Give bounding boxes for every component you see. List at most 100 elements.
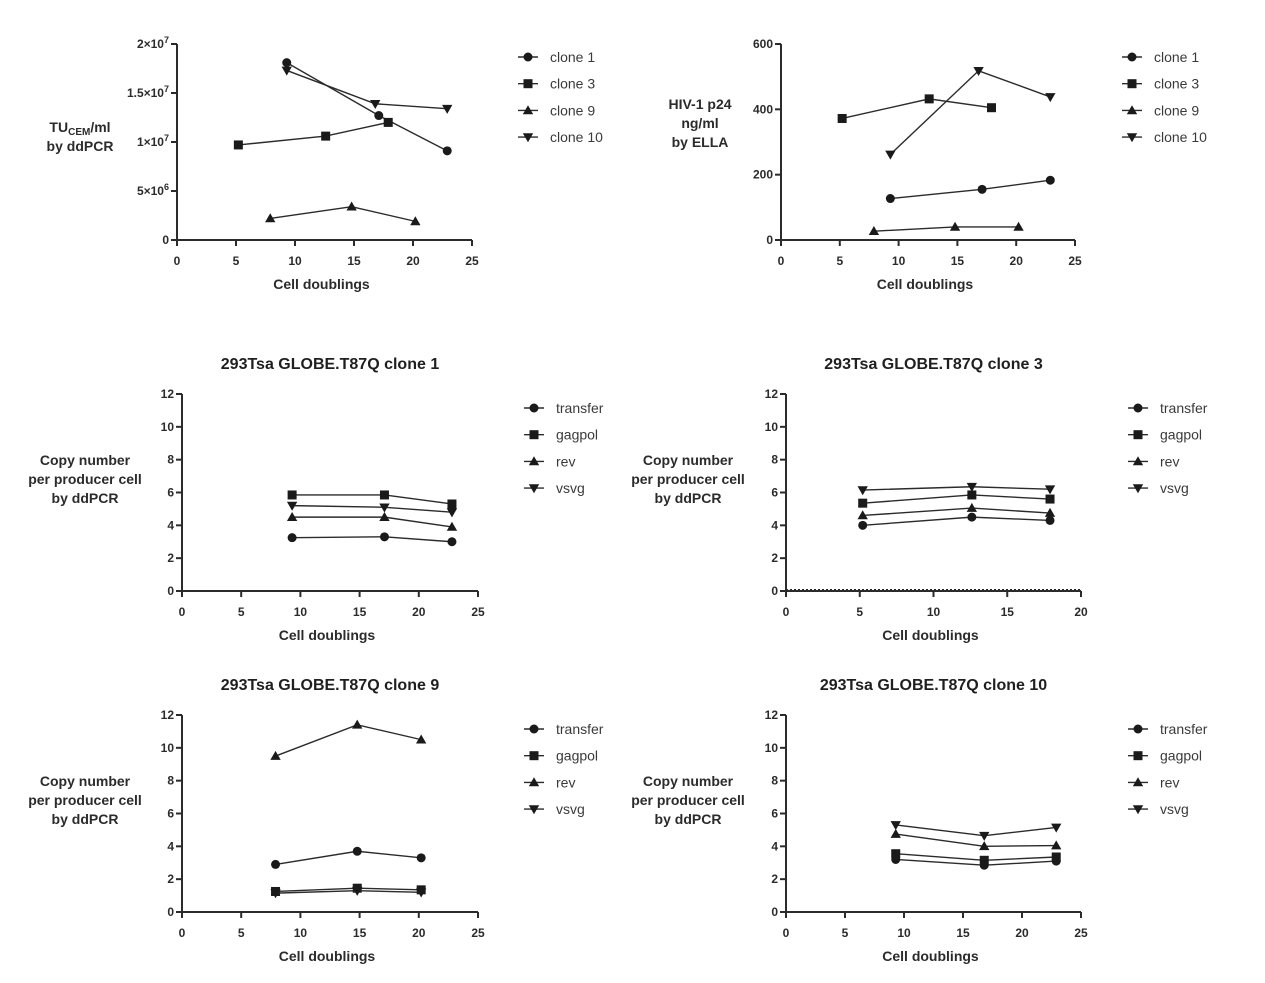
series-line bbox=[895, 853, 1057, 861]
x-axis-label: Cell doublings bbox=[882, 948, 979, 964]
series-vsvg bbox=[857, 482, 1056, 496]
legend-label: vsvg bbox=[556, 801, 585, 817]
data-point-square bbox=[383, 117, 393, 127]
y-tick-label: 0 bbox=[771, 905, 778, 919]
x-tick-label: 25 bbox=[1074, 926, 1088, 940]
data-point-circle bbox=[416, 853, 426, 863]
y-tick-label: 200 bbox=[753, 168, 773, 182]
legend-item: vsvg bbox=[524, 480, 585, 496]
series-line bbox=[292, 516, 453, 528]
x-tick-label: 5 bbox=[836, 254, 843, 268]
legend-label: clone 9 bbox=[550, 102, 595, 118]
y-axis-label: by ddPCR bbox=[47, 138, 114, 154]
series-rev bbox=[270, 719, 427, 760]
x-tick-label: 20 bbox=[1010, 254, 1024, 268]
data-point-circle bbox=[282, 58, 292, 68]
data-point-circle bbox=[1045, 515, 1055, 525]
legend-item: transfer bbox=[1128, 721, 1208, 737]
legend-item: transfer bbox=[524, 400, 604, 416]
legend-item: rev bbox=[1128, 453, 1179, 469]
data-point-triangle-up bbox=[346, 201, 357, 211]
legend-item: clone 10 bbox=[518, 129, 603, 145]
legend-marker-triangle-down bbox=[1132, 805, 1144, 815]
y-tick-label: 4 bbox=[771, 518, 778, 532]
data-point-triangle-down bbox=[415, 888, 427, 898]
data-point-circle bbox=[374, 111, 384, 121]
data-point-square bbox=[447, 499, 457, 509]
x-tick-label: 10 bbox=[927, 605, 941, 619]
y-tick-label: 5×106 bbox=[137, 182, 169, 198]
data-point-triangle-down bbox=[979, 831, 990, 841]
x-axis-label: Cell doublings bbox=[279, 627, 376, 643]
y-tick-label: 2×107 bbox=[137, 35, 169, 51]
y-tick-label: 2 bbox=[167, 551, 174, 565]
legend-label: transfer bbox=[1160, 400, 1208, 416]
legend-marker-triangle-up bbox=[1132, 777, 1144, 787]
data-point-triangle-up bbox=[1044, 507, 1056, 517]
data-point-square bbox=[1045, 494, 1055, 504]
x-tick-label: 15 bbox=[353, 926, 367, 940]
legend-marker-triangle-up bbox=[1132, 456, 1144, 466]
x-tick-label: 10 bbox=[897, 926, 911, 940]
series-gagpol bbox=[858, 490, 1055, 508]
data-point-triangle-up bbox=[966, 502, 978, 512]
legend-marker-triangle-down bbox=[1132, 484, 1144, 494]
y-tick-label: 8 bbox=[771, 774, 778, 788]
data-point-square bbox=[321, 131, 331, 141]
data-point-triangle-up bbox=[446, 521, 458, 531]
data-point-circle bbox=[379, 532, 389, 542]
x-tick-label: 20 bbox=[412, 926, 426, 940]
legend-marker-circle bbox=[523, 52, 533, 62]
legend-label: rev bbox=[1160, 453, 1179, 469]
data-point-triangle-down bbox=[857, 486, 868, 496]
legend-marker-triangle-up bbox=[528, 456, 540, 466]
legend-marker-triangle-down bbox=[528, 805, 540, 815]
legend-label: gagpol bbox=[556, 748, 598, 764]
y-tick-label: 4 bbox=[771, 839, 778, 853]
series-transfer bbox=[287, 532, 457, 547]
legend-label: gagpol bbox=[556, 427, 598, 443]
data-point-square bbox=[967, 490, 977, 500]
chart-panel-p24: 0 200 400 600 0 5 10 15 20 25 Cell doublings HIV-1 … bbox=[668, 37, 1207, 292]
legend-marker-circle bbox=[1133, 724, 1143, 734]
data-point-triangle-down bbox=[281, 66, 292, 76]
x-tick-label: 20 bbox=[1074, 605, 1088, 619]
data-point-square bbox=[924, 94, 934, 104]
series-line bbox=[873, 226, 1019, 232]
legend-label: clone 10 bbox=[1154, 129, 1207, 145]
series-gagpol bbox=[271, 883, 426, 896]
y-axis-label: Copy number bbox=[643, 773, 734, 789]
x-tick-label: 10 bbox=[892, 254, 906, 268]
legend-item: vsvg bbox=[1128, 480, 1189, 496]
x-tick-label: 0 bbox=[783, 605, 790, 619]
chart-panel-cn-clone10: 293Tsa GLOBE.T87Q clone 10 0 2 4 6 8 10 12 0 5 10 1… bbox=[631, 677, 1208, 964]
legend: transfer gagpol rev vsvg bbox=[524, 400, 604, 496]
legend-label: clone 9 bbox=[1154, 102, 1199, 118]
data-point-square bbox=[1051, 852, 1061, 862]
y-tick-label: 2 bbox=[771, 551, 778, 565]
series-clone-1 bbox=[885, 175, 1055, 204]
x-tick-label: 15 bbox=[1001, 605, 1015, 619]
legend-marker-circle bbox=[529, 403, 539, 413]
legend-item: clone 3 bbox=[518, 76, 595, 92]
series-line bbox=[862, 494, 1051, 504]
legend-item: clone 1 bbox=[1122, 49, 1199, 65]
legend-marker-square bbox=[1133, 751, 1143, 761]
legend-label: rev bbox=[556, 453, 575, 469]
x-tick-label: 5 bbox=[856, 605, 863, 619]
data-point-triangle-down bbox=[1044, 485, 1056, 495]
chart-title: 293Tsa GLOBE.T87Q clone 9 bbox=[221, 677, 440, 694]
series-rev bbox=[286, 511, 458, 531]
legend-label: gagpol bbox=[1160, 427, 1202, 443]
legend: transfer gagpol rev vsvg bbox=[1128, 400, 1208, 496]
y-axis-label: per producer cell bbox=[28, 471, 142, 487]
x-tick-label: 0 bbox=[179, 605, 186, 619]
y-tick-label: 1.5×107 bbox=[127, 84, 169, 100]
legend-item: clone 9 bbox=[1122, 102, 1199, 118]
y-axis-label: TUCEM/ml bbox=[49, 119, 110, 138]
data-point-circle bbox=[977, 184, 987, 194]
data-point-triangle-up bbox=[857, 510, 868, 520]
data-point-triangle-down bbox=[442, 104, 453, 114]
x-tick-label: 0 bbox=[778, 254, 785, 268]
data-point-triangle-up bbox=[265, 213, 276, 223]
